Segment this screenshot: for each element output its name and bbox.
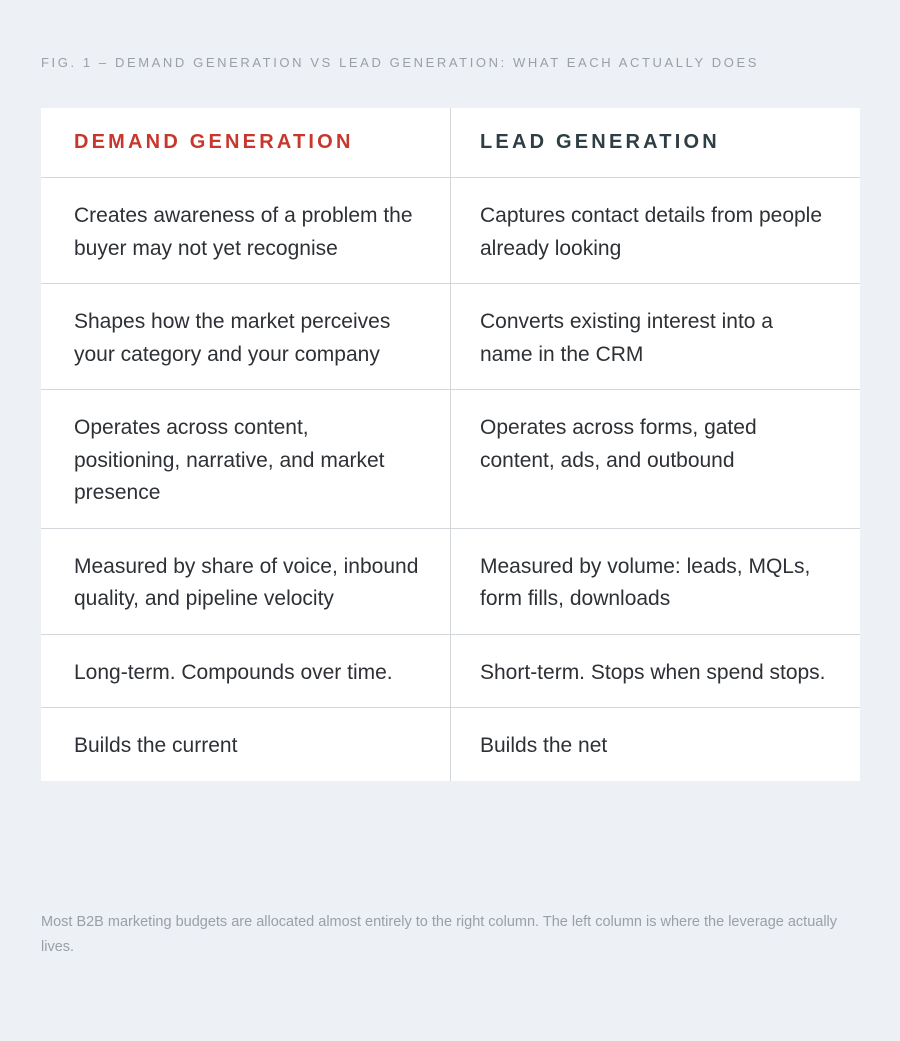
lead-generation-header: LEAD GENERATION bbox=[450, 108, 860, 177]
table-row: Builds the current Builds the net bbox=[41, 707, 860, 781]
comparison-table: DEMAND GENERATION LEAD GENERATION Create… bbox=[41, 108, 860, 781]
lead-generation-cell: Converts existing interest into a name i… bbox=[450, 284, 860, 389]
lead-generation-cell: Measured by volume: leads, MQLs, form fi… bbox=[450, 528, 860, 634]
demand-generation-cell: Measured by share of voice, inbound qual… bbox=[74, 554, 419, 611]
table-row: Operates across content, positioning, na… bbox=[41, 389, 860, 528]
lead-generation-cell: Captures contact details from people alr… bbox=[450, 178, 860, 283]
lead-generation-cell: Operates across forms, gated content, ad… bbox=[450, 390, 860, 528]
demand-generation-cell: Operates across content, positioning, na… bbox=[74, 416, 385, 504]
figure-note: Most B2B marketing budgets are allocated… bbox=[41, 914, 838, 955]
table-header-row: DEMAND GENERATION LEAD GENERATION bbox=[41, 108, 860, 177]
lead-generation-cell: Builds the net bbox=[450, 708, 860, 781]
table-row: Measured by share of voice, inbound qual… bbox=[41, 527, 860, 634]
table-row: Long-term. Compounds over time. Short-te… bbox=[41, 633, 860, 707]
table-row: Creates awareness of a problem the buyer… bbox=[41, 177, 860, 283]
figure-caption: FIG. 1 – DEMAND GENERATION VS LEAD GENER… bbox=[41, 55, 759, 70]
demand-generation-cell: Shapes how the market perceives your cat… bbox=[74, 310, 391, 366]
demand-generation-header: DEMAND GENERATION bbox=[74, 131, 354, 154]
demand-generation-cell: Creates awareness of a problem the buyer… bbox=[74, 204, 413, 260]
table-row: Shapes how the market perceives your cat… bbox=[41, 283, 860, 389]
demand-generation-cell: Builds the current bbox=[74, 734, 238, 757]
lead-generation-cell: Short-term. Stops when spend stops. bbox=[450, 634, 860, 707]
demand-generation-cell: Long-term. Compounds over time. bbox=[74, 660, 393, 684]
